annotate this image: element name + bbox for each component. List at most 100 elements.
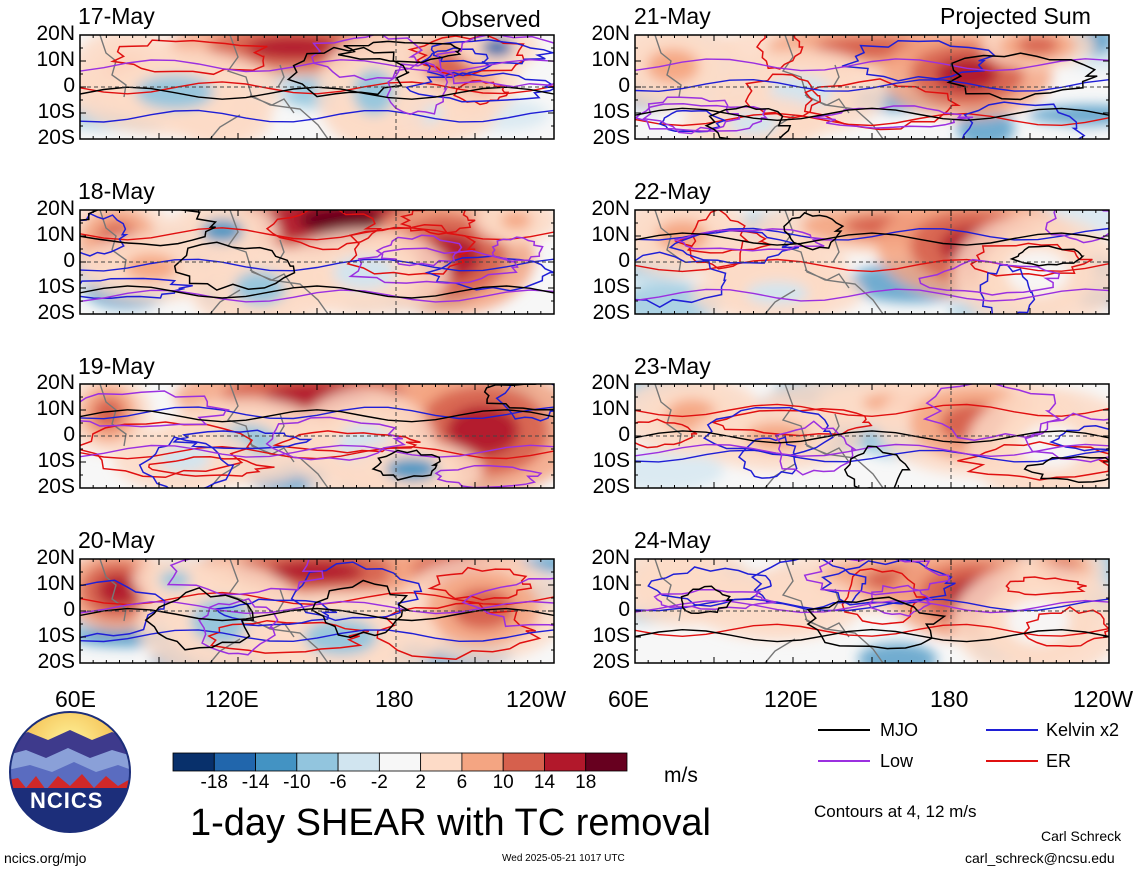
map-panel [634, 209, 1110, 315]
colorbar-swatch [378, 752, 422, 772]
lat-tick-label: 20S [592, 301, 630, 324]
lat-tick-label: 20S [37, 126, 75, 149]
colorbar-swatch [172, 752, 215, 772]
panel-date-obs-3: 19-May [78, 353, 155, 379]
lat-tick-label: 0 [63, 598, 75, 621]
colorbar [172, 752, 628, 772]
lat-tick-label: 10N [591, 572, 630, 595]
footer-timestamp: Wed 2025-05-21 1017 UTC [502, 853, 625, 864]
map-panel [79, 558, 555, 664]
map-panel [79, 209, 555, 315]
panel-date-proj-3: 23-May [634, 353, 711, 379]
lat-tick-label: 10S [37, 624, 75, 647]
legend-label-low: Low [880, 751, 914, 771]
lat-tick-label: 10N [591, 397, 630, 420]
lon-tick-right-180: 180 [930, 686, 969, 712]
panel-date-proj-4: 24-May [634, 527, 711, 553]
lat-tick-label: 0 [63, 423, 75, 446]
lat-tick-label: 20N [591, 546, 630, 569]
colorbar-swatch [544, 752, 587, 772]
lat-tick-label: 20N [36, 22, 75, 45]
column-tag-projected: Projected Sum [940, 3, 1091, 29]
lat-tick-label: 20N [36, 546, 75, 569]
lat-tick-label: 20S [37, 301, 75, 324]
colorbar-tick-label: -6 [329, 772, 347, 793]
lat-tick-label: 20S [37, 475, 75, 498]
colorbar-tick-label: -2 [370, 772, 388, 793]
legend-label-kelvin: Kelvin x2 [1046, 720, 1120, 740]
contour-note: Contours at 4, 12 m/s [814, 802, 977, 821]
lat-tick-label: 0 [618, 598, 630, 621]
map-panel [634, 383, 1110, 489]
colorbar-swatch [585, 752, 628, 772]
colorbar-tick-label: 10 [492, 772, 514, 793]
legend [818, 729, 1038, 762]
chart-title: 1-day SHEAR with TC removal [190, 802, 711, 844]
colorbar-tick-label: -14 [241, 772, 270, 793]
panel-date-obs-2: 18-May [78, 178, 155, 204]
panel-date-obs-1: 17-May [78, 3, 155, 29]
panel-date-proj-2: 22-May [634, 178, 711, 204]
legend-label-er: ER [1046, 751, 1072, 771]
lon-tick-left-120w: 120W [506, 686, 567, 712]
footer-email: carl_schreck@ncsu.edu [965, 850, 1115, 866]
colorbar-swatch [213, 752, 256, 772]
lat-tick-label: 10N [36, 397, 75, 420]
colorbar-swatch [296, 752, 339, 772]
lat-tick-label: 0 [618, 74, 630, 97]
legend-label-mjo: MJO [880, 720, 918, 740]
map-panel [79, 34, 555, 140]
lat-tick-label: 20N [591, 197, 630, 220]
lon-tick-right-120e: 120E [764, 686, 818, 712]
lon-tick-left-60e: 60E [55, 686, 96, 712]
lat-tick-label: 10N [591, 48, 630, 71]
lat-tick-label: 10S [592, 275, 630, 298]
lon-tick-right-120w: 120W [1073, 686, 1134, 712]
lat-tick-label: 10S [592, 100, 630, 123]
lat-tick-label: 20S [592, 650, 630, 673]
map-panel [634, 34, 1110, 140]
lat-tick-label: 10N [36, 223, 75, 246]
colorbar-tick-label: -18 [200, 772, 228, 793]
colorbar-tick-label: 2 [415, 772, 426, 793]
lat-tick-label: 10S [592, 624, 630, 647]
lat-tick-label: 20N [36, 197, 75, 220]
footer-author: Carl Schreck [1041, 828, 1122, 844]
colorbar-swatch [337, 752, 380, 772]
colorbar-tick-label: 6 [456, 772, 468, 793]
lat-tick-label: 10N [36, 572, 75, 595]
lat-tick-label: 20N [591, 371, 630, 394]
lat-tick-label: 0 [618, 249, 630, 272]
lat-tick-label: 10N [591, 223, 630, 246]
lat-tick-label: 10S [37, 449, 75, 472]
panel-date-obs-4: 20-May [78, 527, 155, 553]
colorbar-swatch [255, 752, 298, 772]
units-label: m/s [664, 764, 698, 787]
footer-site-link[interactable]: ncics.org/mjo [4, 850, 87, 866]
lat-tick-label: 20N [36, 371, 75, 394]
colorbar-swatch [420, 752, 463, 772]
lat-tick-label: 20S [37, 650, 75, 673]
lat-tick-label: 20N [591, 22, 630, 45]
panel-date-proj-1: 21-May [634, 3, 711, 29]
lat-tick-label: 10S [37, 275, 75, 298]
colorbar-tick-label: -10 [283, 772, 311, 793]
lat-tick-label: 10N [36, 48, 75, 71]
lat-tick-label: 0 [63, 249, 75, 272]
lon-tick-left-180: 180 [375, 686, 414, 712]
colorbar-tick-label: 18 [575, 772, 597, 793]
lat-tick-label: 10S [592, 449, 630, 472]
column-tag-observed: Observed [441, 6, 541, 32]
ncics-logo [9, 711, 131, 833]
colorbar-tick-label: 14 [533, 772, 556, 793]
lat-tick-label: 20S [592, 126, 630, 149]
logo-text: NCICS [30, 788, 104, 813]
colorbar-swatch [502, 752, 545, 772]
lat-tick-label: 0 [63, 74, 75, 97]
colorbar-swatch [461, 752, 504, 772]
lat-tick-label: 20S [592, 475, 630, 498]
map-panel [634, 558, 1110, 664]
lat-tick-label: 10S [37, 100, 75, 123]
lon-tick-left-120e: 120E [205, 686, 259, 712]
